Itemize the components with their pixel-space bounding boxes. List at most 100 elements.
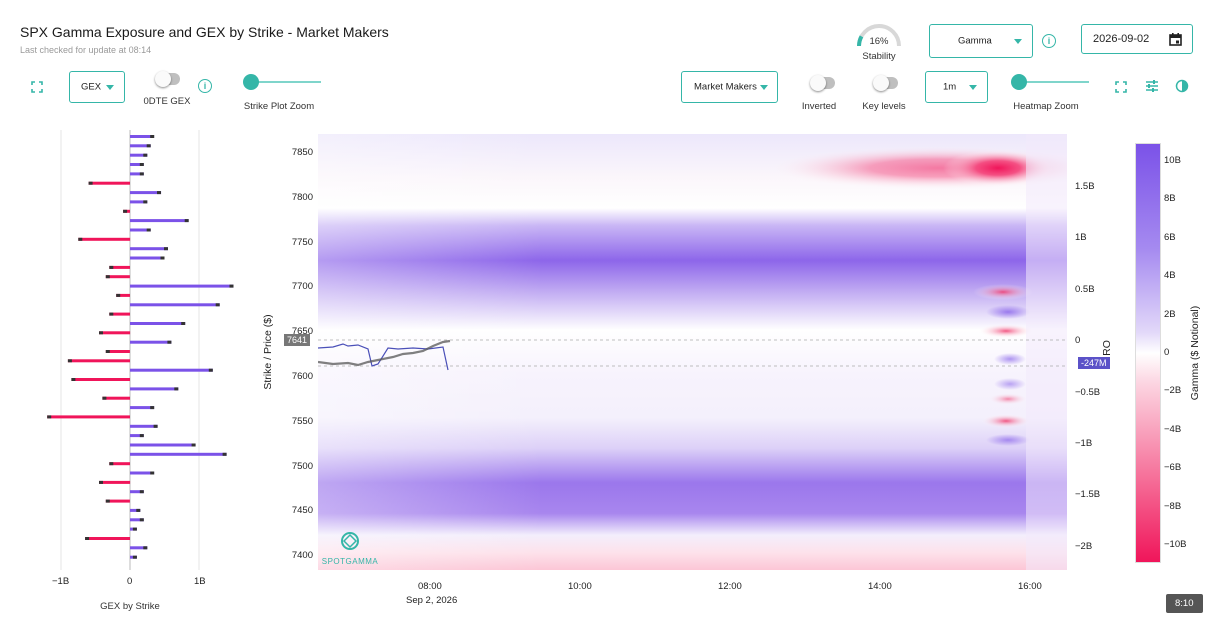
gex-bar[interactable] <box>109 265 130 269</box>
gex-bar[interactable] <box>88 181 130 185</box>
gex-bar[interactable] <box>130 406 155 410</box>
date-value: 2026-09-02 <box>1093 33 1150 45</box>
gex-bar[interactable] <box>130 247 168 251</box>
colorbar-tick: −6B <box>1164 462 1182 474</box>
gex-bar[interactable] <box>130 471 155 475</box>
right-axis-tick: −1.5B <box>1075 489 1101 501</box>
interval-select[interactable]: 1m <box>925 71 988 103</box>
colorbar-tick: 10B <box>1164 155 1181 166</box>
gex-bar-cap <box>222 452 227 456</box>
gex-bar[interactable] <box>130 228 151 232</box>
gex-bar[interactable] <box>130 368 213 372</box>
gex-bar-cap <box>160 256 165 260</box>
gex-bar[interactable] <box>130 340 172 344</box>
gex-bar[interactable] <box>130 200 148 204</box>
gex-bar-cap <box>164 247 168 251</box>
right-axis-tick: −0.5B <box>1075 386 1101 398</box>
gex-bar-cap <box>71 378 76 381</box>
gex-bar[interactable] <box>67 359 130 363</box>
settings-sliders-icon[interactable] <box>1145 79 1159 93</box>
heatmap-zoom-label: Heatmap Zoom <box>1013 101 1079 112</box>
gex-bar[interactable] <box>130 322 186 325</box>
right-axis-tick: 1.5B <box>1075 181 1095 192</box>
strike-plot-zoom-slider[interactable] <box>243 74 321 90</box>
gex-bar-cap <box>146 144 151 148</box>
gex-bar[interactable] <box>130 163 144 166</box>
heatmap-ytick: 7800 <box>291 191 313 203</box>
gex-bar-cap <box>150 135 155 138</box>
gamma-heatmap[interactable]: SPOTGAMMA <box>318 134 1067 570</box>
metric-select[interactable]: Gamma <box>929 24 1033 58</box>
gex-bar[interactable] <box>130 508 141 512</box>
key-levels-toggle[interactable] <box>873 75 898 91</box>
gex-bar[interactable] <box>130 144 151 148</box>
current-price-badge: 7641 <box>284 334 311 346</box>
logo-text: SPOTGAMMA <box>321 557 379 566</box>
gex-bar-cap <box>143 200 148 204</box>
chevron-down-icon <box>1014 39 1022 44</box>
gex-bar[interactable] <box>99 331 131 335</box>
gex-bar-cap <box>191 443 196 447</box>
bar-xtick: 1B <box>194 576 206 587</box>
gex-bar[interactable] <box>130 135 155 138</box>
info-icon[interactable]: i <box>1042 34 1056 48</box>
gex-bar[interactable] <box>130 153 148 157</box>
gex-bar[interactable] <box>130 256 165 260</box>
gex-bar[interactable] <box>116 293 130 297</box>
gex-bar[interactable] <box>130 490 144 494</box>
gex-bar[interactable] <box>109 312 130 316</box>
gex-bar[interactable] <box>130 219 189 223</box>
gex-bar-cap <box>167 340 172 344</box>
gex-bar[interactable] <box>130 434 144 438</box>
gex-bar[interactable] <box>130 546 148 550</box>
date-input[interactable]: 2026-09-02 <box>1081 24 1193 54</box>
0dte-gex-toggle[interactable] <box>155 71 180 87</box>
expand-icon[interactable] <box>1115 81 1127 93</box>
heatmap-xtick: 10:00 <box>568 581 592 592</box>
gex-bar-cap <box>139 172 144 176</box>
gex-bar[interactable] <box>47 415 131 419</box>
colorbar-tick: −10B <box>1164 539 1187 550</box>
info-icon[interactable]: i <box>198 79 212 93</box>
gex-select-value: GEX <box>81 81 102 93</box>
participant-select[interactable]: Market Makers <box>681 71 778 103</box>
gex-select[interactable]: GEX <box>69 71 125 103</box>
gex-bar-cap <box>132 527 137 531</box>
calendar-icon[interactable] <box>1169 33 1182 46</box>
price-candle-line <box>318 339 451 367</box>
gex-bar[interactable] <box>71 378 130 381</box>
gex-bar[interactable] <box>105 499 130 503</box>
gex-bar[interactable] <box>78 237 131 241</box>
last-checked-text: Last checked for update at 08:14 <box>20 45 152 55</box>
gex-bar[interactable] <box>130 452 227 456</box>
participant-select-value: Market Makers <box>694 81 757 93</box>
gex-bar[interactable] <box>130 387 179 391</box>
gex-bar[interactable] <box>130 284 234 288</box>
gex-bar-cap <box>174 387 179 391</box>
expand-icon[interactable] <box>31 81 43 93</box>
heatmap-zoom-slider[interactable] <box>1011 74 1089 90</box>
gex-bar[interactable] <box>130 172 144 176</box>
gex-bar-cap <box>150 406 155 410</box>
heatmap-ytick: 7400 <box>291 550 313 562</box>
contrast-icon[interactable] <box>1175 79 1189 93</box>
colorbar-tick: −2B <box>1164 385 1182 397</box>
gex-bar[interactable] <box>85 537 130 540</box>
gex-bar-cap <box>136 508 141 512</box>
gex-bar[interactable] <box>105 350 130 353</box>
gex-by-strike-chart <box>47 130 234 570</box>
gex-bar[interactable] <box>130 191 162 195</box>
gex-bar-cap <box>99 331 103 335</box>
gex-bar[interactable] <box>105 275 130 279</box>
inverted-toggle[interactable] <box>810 75 835 91</box>
gex-bar[interactable] <box>109 462 130 466</box>
gex-bar-cap <box>88 181 93 185</box>
gex-bar[interactable] <box>130 443 196 447</box>
gex-bar-cap <box>78 237 83 241</box>
gex-bar[interactable] <box>102 396 130 400</box>
gex-bar[interactable] <box>130 303 220 307</box>
colorbar-tick: 8B <box>1164 193 1176 205</box>
gex-bar[interactable] <box>130 518 144 522</box>
gex-bar[interactable] <box>130 424 158 428</box>
gex-bar[interactable] <box>99 480 131 484</box>
